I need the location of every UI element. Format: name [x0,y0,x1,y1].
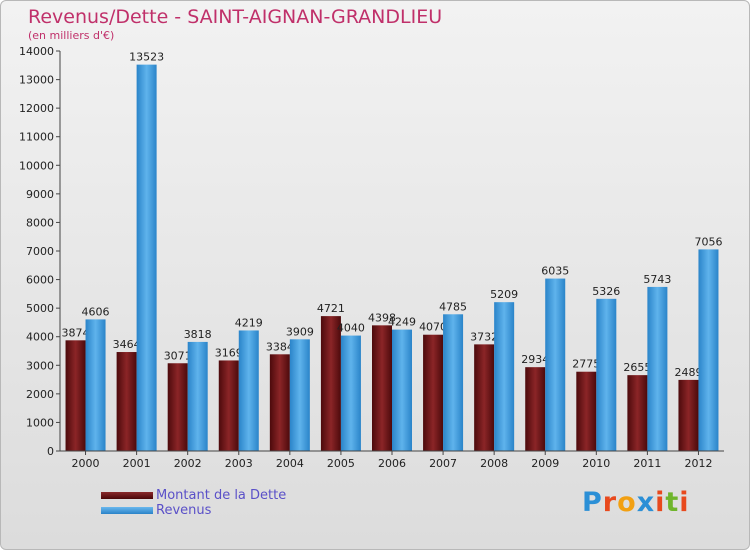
x-tick-label: 2001 [123,457,151,470]
data-label-revenus: 6035 [541,265,569,278]
legend-label-revenus: Revenus [156,503,212,518]
data-label-dette: 3169 [215,346,243,359]
x-tick-label: 2002 [174,457,202,470]
data-label-revenus: 4606 [82,305,110,318]
bar-dette [218,360,239,451]
bar-dette [423,334,444,451]
bar-revenus [647,286,668,451]
legend-swatch-dette [101,492,153,499]
y-tick-label: 4000 [26,331,54,344]
data-label-dette: 4398 [368,311,396,324]
bar-dette [372,325,392,451]
data-label-dette: 3071 [164,349,192,362]
bar-revenus [85,319,106,451]
bar-revenus [443,314,464,451]
y-tick-label: 10000 [19,159,54,172]
chart-subtitle: (en milliers d'€) [28,29,115,42]
legend-swatch-revenus [101,507,153,514]
y-tick-label: 3000 [26,359,54,372]
data-label-revenus: 4785 [439,300,467,313]
y-tick-label: 11000 [19,131,54,144]
bar-revenus [238,330,259,451]
data-label-revenus: 4249 [388,316,416,329]
x-tick-label: 2008 [480,457,508,470]
data-label-dette: 2489 [674,366,702,379]
bar-revenus [545,278,566,451]
bar-dette [678,379,699,451]
y-tick-label: 2000 [26,388,54,401]
x-tick-label: 2003 [225,457,253,470]
bar-revenus [494,302,515,451]
bar-revenus [596,298,617,451]
y-tick-label: 7000 [26,245,54,258]
y-tick-label: 13000 [19,74,54,87]
data-label-revenus: 4219 [235,316,263,329]
data-label-dette: 2775 [572,358,600,371]
x-tick-label: 2009 [531,457,559,470]
x-tick-label: 2004 [276,457,304,470]
data-label-revenus: 4040 [337,322,365,335]
y-tick-label: 5000 [26,302,54,315]
y-tick-label: 14000 [19,45,54,58]
bar-revenus [392,329,412,451]
bar-dette [65,340,86,451]
x-tick-label: 2007 [429,457,457,470]
data-label-revenus: 5209 [490,288,518,301]
y-tick-label: 12000 [19,102,54,115]
bar-dette [627,375,648,451]
bar-dette [269,354,290,451]
data-label-revenus: 3909 [286,325,314,338]
data-label-revenus: 5326 [592,285,620,298]
bar-revenus [289,339,310,451]
data-label-dette: 3464 [113,338,141,351]
axes-layer: 2000 2001 2002 2003 2004 2005 2006 2007 2008 2009… [19,45,724,470]
data-label-dette: 3732 [470,330,498,343]
x-tick-label: 2005 [327,457,355,470]
bar-dette [525,367,546,451]
data-label-revenus: 13523 [129,51,164,64]
data-label-dette: 4070 [419,321,447,334]
x-tick-label: 2011 [633,457,661,470]
bar-revenus [136,64,157,451]
data-label-revenus: 3818 [184,328,212,341]
bar-revenus [187,341,208,451]
data-label-dette: 2655 [623,361,651,374]
x-tick-label: 2006 [378,457,406,470]
y-tick-label: 9000 [26,188,54,201]
data-label-dette: 2934 [521,353,549,366]
y-tick-label: 0 [47,445,54,458]
legend: Montant de la Dette Revenus [101,488,286,518]
bar-revenus [698,249,719,451]
x-tick-label: 2012 [684,457,712,470]
bar-dette [320,316,341,451]
legend-label-dette: Montant de la Dette [156,488,287,503]
legend-item-dette: Montant de la Dette [101,488,286,503]
proxiti-logo: Proxiti [582,487,690,518]
data-label-dette: 4721 [317,302,345,315]
legend-item-revenus: Revenus [101,503,286,518]
y-tick-label: 8000 [26,216,54,229]
bar-dette [116,352,137,451]
y-tick-label: 1000 [26,416,54,429]
chart-title: Revenus/Dette - SAINT-AIGNAN-GRANDLIEU [28,6,443,28]
x-tick-label: 2010 [582,457,610,470]
bar-dette [576,371,597,451]
data-label-revenus: 5743 [643,273,671,286]
bar-dette [167,363,188,451]
y-tick-label: 6000 [26,274,54,287]
data-label-dette: 3384 [266,340,294,353]
bar-dette [474,344,495,451]
data-label-revenus: 7056 [694,235,722,248]
bar-revenus [340,335,361,451]
x-tick-label: 2000 [72,457,100,470]
data-label-dette: 3874 [62,326,90,339]
